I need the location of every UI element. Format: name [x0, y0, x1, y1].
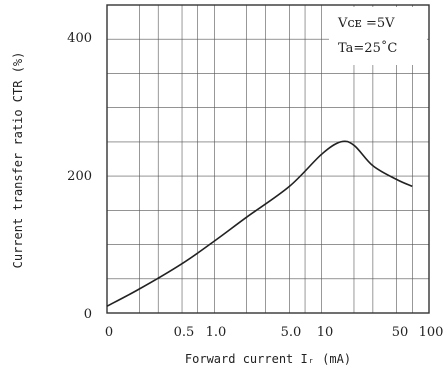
y-tick-0: 0	[84, 307, 92, 322]
y-tick-200: 200	[67, 169, 92, 184]
x-tick-100: 100	[419, 325, 444, 340]
x-tick-50: 50	[392, 325, 409, 340]
ctr-curve	[106, 140, 413, 307]
x-axis-label: Forward current Iᵣ (mA)	[185, 352, 351, 366]
x-tick-10: 10	[317, 325, 334, 340]
y-axis-label: Current transfer ratio CTR (%)	[11, 52, 25, 269]
annotation-vce: Vᴄᴇ =5V	[337, 16, 395, 31]
plot-frame	[106, 4, 430, 314]
x-ticks: 0 0.5 1.0 5.0 10 50 100	[105, 325, 444, 340]
annotation-box	[329, 7, 427, 65]
annotation-ta: Ta=25˚C	[338, 40, 397, 56]
x-tick-0-5: 0.5	[174, 325, 195, 340]
y-tick-400: 400	[67, 31, 92, 46]
x-tick-0: 0	[105, 325, 113, 340]
y-ticks: 0 200 400	[67, 31, 92, 322]
x-tick-1-0: 1.0	[206, 325, 227, 340]
x-tick-5-0: 5.0	[281, 325, 302, 340]
